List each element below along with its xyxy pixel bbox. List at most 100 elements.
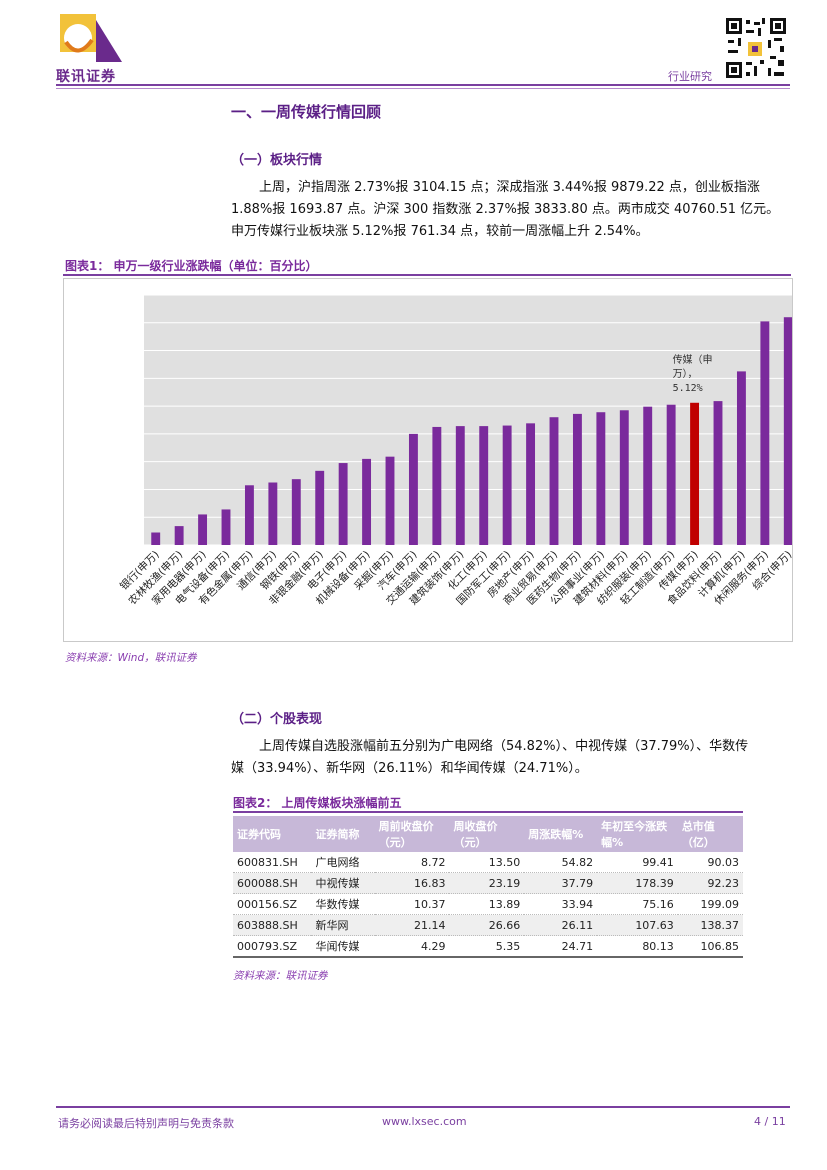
- cell-market-cap: 92.23: [677, 872, 743, 894]
- cell-prev-close: 16.83: [374, 872, 450, 894]
- paragraph-line: 媒（33.94%）、新华网（26.11%）和华闻传媒（24.71%）。: [231, 761, 588, 776]
- bar: [362, 458, 372, 545]
- cell-market-cap: 138.37: [677, 914, 743, 936]
- figure1-title: 图表1： 申万一级行业涨跌幅（单位：百分比）: [65, 259, 318, 273]
- cell-name: 中视传媒: [311, 872, 375, 894]
- cell-ytd-change: 80.13: [597, 935, 678, 958]
- bar: [268, 482, 278, 545]
- cell-code: 600088.SH: [233, 872, 312, 894]
- cell-prev-close: 10.37: [374, 893, 450, 915]
- cell-name: 华闻传媒: [311, 935, 375, 958]
- bar: [572, 413, 582, 545]
- bar: [526, 423, 536, 545]
- table-header-row: 证券代码 证券简称 周前收盘价（元） 周收盘价（元） 周涨跌幅% 年初至今涨跌幅…: [233, 816, 743, 852]
- cell-week-change: 37.79: [524, 872, 598, 894]
- cell-code: 000156.SZ: [233, 893, 312, 915]
- cell-ytd-change: 75.16: [597, 893, 678, 915]
- cell-week-change: 26.11: [524, 914, 598, 936]
- figure1-chart: 0123456789 银行(申万)农林牧渔(申万)家用电器(申万)电气设备(申万…: [63, 278, 817, 642]
- footer-disclaimer: 请务必阅读最后特别声明与免责条款: [58, 1117, 234, 1130]
- table-row: 600831.SH 广电网络 8.72 13.50 54.82 99.41 90…: [233, 852, 743, 873]
- bar: [291, 479, 301, 545]
- market-paragraph: 上周，沪指周涨 2.73%报 3104.15 点；深成指涨 3.44%报 987…: [231, 177, 791, 243]
- cell-name: 新华网: [311, 914, 375, 936]
- table-row: 603888.SH 新华网 21.14 26.66 26.11 107.63 1…: [233, 914, 743, 936]
- bar: [760, 321, 770, 545]
- cell-code: 000793.SZ: [233, 935, 312, 958]
- bar: [783, 317, 793, 545]
- col-header: 总市值（亿）: [677, 816, 743, 852]
- bar: [736, 371, 746, 545]
- top5-stocks-table: 证券代码 证券简称 周前收盘价（元） 周收盘价（元） 周涨跌幅% 年初至今涨跌幅…: [233, 816, 743, 958]
- logo-text: 联讯证券: [56, 69, 116, 85]
- bar: [666, 404, 676, 545]
- table-row: 600088.SH 中视传媒 16.83 23.19 37.79 178.39 …: [233, 872, 743, 894]
- cell-market-cap: 199.09: [677, 893, 743, 915]
- bar: [479, 426, 489, 545]
- cell-prev-close: 8.72: [374, 852, 450, 873]
- col-header: 证券简称: [311, 816, 375, 852]
- header-divider: [56, 84, 790, 86]
- col-header: 周前收盘价（元）: [374, 816, 450, 852]
- figure2-title: 图表2： 上周传媒板块涨幅前五: [233, 796, 402, 810]
- cell-prev-close: 21.14: [374, 914, 450, 936]
- table-row: 000156.SZ 华数传媒 10.37 13.89 33.94 75.16 1…: [233, 893, 743, 915]
- paragraph-line: 上周，沪指周涨 2.73%报 3104.15 点；深成指涨 3.44%报 987…: [259, 180, 760, 195]
- footer-divider: [56, 1106, 790, 1108]
- bar: [385, 456, 395, 545]
- cell-close: 13.89: [449, 893, 525, 915]
- bar: [174, 526, 184, 545]
- bar: [455, 426, 465, 545]
- cell-close: 13.50: [449, 852, 525, 873]
- bar: [244, 485, 254, 545]
- subsection-title-market: （一）板块行情: [231, 153, 323, 168]
- stocks-paragraph: 上周传媒自选股涨幅前五分别为广电网络（54.82%）、中视传媒（37.79%）、…: [231, 736, 791, 780]
- paragraph-line: 申万传媒行业板块涨 5.12%报 761.34 点，较前一周涨幅上升 2.54%…: [231, 224, 649, 239]
- header-divider-thin: [56, 88, 790, 89]
- logo-icon: [60, 14, 122, 62]
- cell-ytd-change: 107.63: [597, 914, 678, 936]
- highlight-annotation: 5.12%: [673, 383, 703, 394]
- highlight-annotation: 万），: [673, 368, 698, 380]
- bar: [690, 402, 700, 545]
- qr-code: [724, 16, 788, 80]
- col-header: 年初至今涨跌幅%: [597, 816, 678, 852]
- bar: [408, 433, 418, 545]
- cell-prev-close: 4.29: [374, 935, 450, 958]
- figure1-title-rule: [63, 274, 791, 276]
- bar: [713, 401, 723, 545]
- cell-name: 广电网络: [311, 852, 375, 873]
- figure1-source: 资料来源：Wind，联讯证券: [65, 652, 197, 664]
- bar: [549, 417, 559, 545]
- paragraph-line: 上周传媒自选股涨幅前五分别为广电网络（54.82%）、中视传媒（37.79%）、…: [259, 739, 749, 754]
- col-header: 周收盘价（元）: [449, 816, 525, 852]
- table-row: 000793.SZ 华闻传媒 4.29 5.35 24.71 80.13 106…: [233, 935, 743, 958]
- section-title: 一、一周传媒行情回顾: [231, 103, 382, 121]
- figure2-title-rule: [233, 811, 743, 813]
- col-header: 证券代码: [233, 816, 312, 852]
- bar-chart: 0123456789 银行(申万)农林牧渔(申万)家用电器(申万)电气设备(申万…: [117, 290, 817, 607]
- cell-week-change: 33.94: [524, 893, 598, 915]
- cell-close: 5.35: [449, 935, 525, 958]
- paragraph-line: 1.88%报 1693.87 点。沪深 300 指数涨 2.37%报 3833.…: [231, 202, 780, 217]
- bar: [221, 509, 231, 545]
- cell-close: 23.19: [449, 872, 525, 894]
- cell-market-cap: 106.85: [677, 935, 743, 958]
- bar: [596, 412, 606, 545]
- footer-url[interactable]: www.lxsec.com: [382, 1115, 467, 1128]
- cell-week-change: 54.82: [524, 852, 598, 873]
- bar: [502, 425, 512, 545]
- page-number: 4 / 11: [754, 1115, 786, 1128]
- company-logo: [56, 12, 136, 84]
- bar: [643, 406, 653, 545]
- cell-week-change: 24.71: [524, 935, 598, 958]
- bar: [432, 426, 442, 545]
- figure2-source: 资料来源：联讯证券: [233, 970, 328, 982]
- cell-close: 26.66: [449, 914, 525, 936]
- cell-code: 603888.SH: [233, 914, 312, 936]
- cell-code: 600831.SH: [233, 852, 312, 873]
- report-type-label: 行业研究: [668, 70, 712, 83]
- bar: [619, 410, 629, 545]
- subsection-title-stocks: （二）个股表现: [231, 712, 323, 727]
- col-header: 周涨跌幅%: [524, 816, 598, 852]
